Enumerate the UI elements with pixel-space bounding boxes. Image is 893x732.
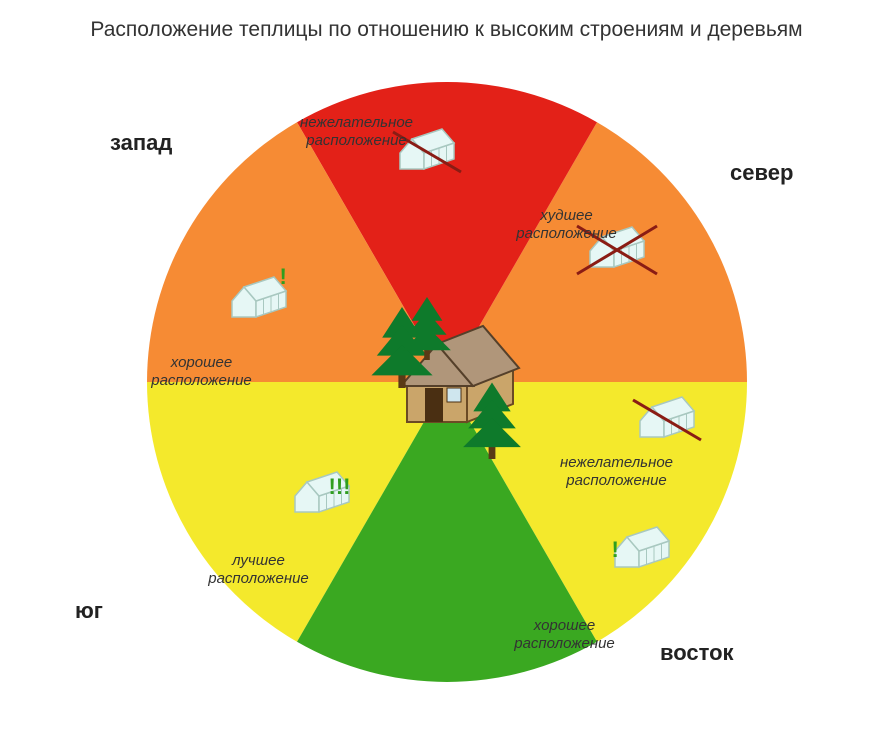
page-title: Расположение теплицы по отношению к высо… (0, 18, 893, 42)
cardinal-west: запад (110, 130, 172, 156)
cardinal-south: юг (75, 598, 103, 624)
cardinal-east: восток (660, 640, 734, 666)
pie-svg (147, 82, 747, 682)
cardinal-north: север (730, 160, 793, 186)
placement-pie-chart: хорошеерасположение нежелательноерасполо… (147, 82, 747, 682)
